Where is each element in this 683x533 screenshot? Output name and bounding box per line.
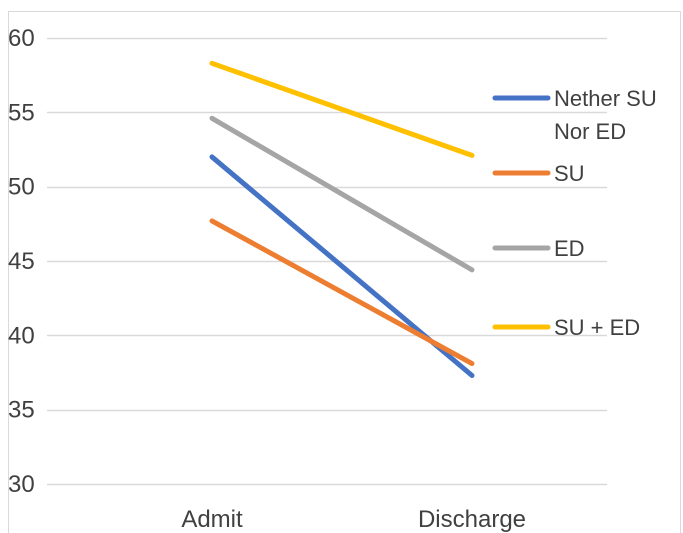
legend-label-4: SU + ED	[554, 315, 640, 340]
y-tick-label: 30	[8, 471, 35, 498]
legend-label-2: SU	[554, 161, 585, 186]
y-tick-label: 35	[8, 397, 35, 424]
series-line-3	[209, 115, 475, 273]
y-tick-label: 60	[8, 25, 35, 52]
series-line-2	[209, 218, 475, 367]
x-axis-category-labels: Admit Discharge	[181, 506, 526, 533]
x-category-label: Admit	[181, 506, 243, 533]
series-line-4	[209, 60, 475, 158]
x-category-label: Discharge	[418, 506, 526, 533]
legend-label-3: ED	[554, 236, 585, 261]
legend-label-1: Nether SU	[554, 86, 657, 111]
series-lines	[209, 60, 475, 378]
legend-label-1: Nor ED	[554, 119, 626, 144]
y-axis-tick-labels: 30 35 40 45 50 55 60	[8, 25, 35, 498]
y-tick-label: 45	[8, 248, 35, 275]
y-tick-label: 55	[8, 99, 35, 126]
chart-border	[8, 11, 681, 533]
y-tick-label: 50	[8, 174, 35, 201]
legend: Nether SU Nor ED SU ED SU + ED	[492, 86, 657, 340]
y-tick-label: 40	[8, 322, 35, 349]
